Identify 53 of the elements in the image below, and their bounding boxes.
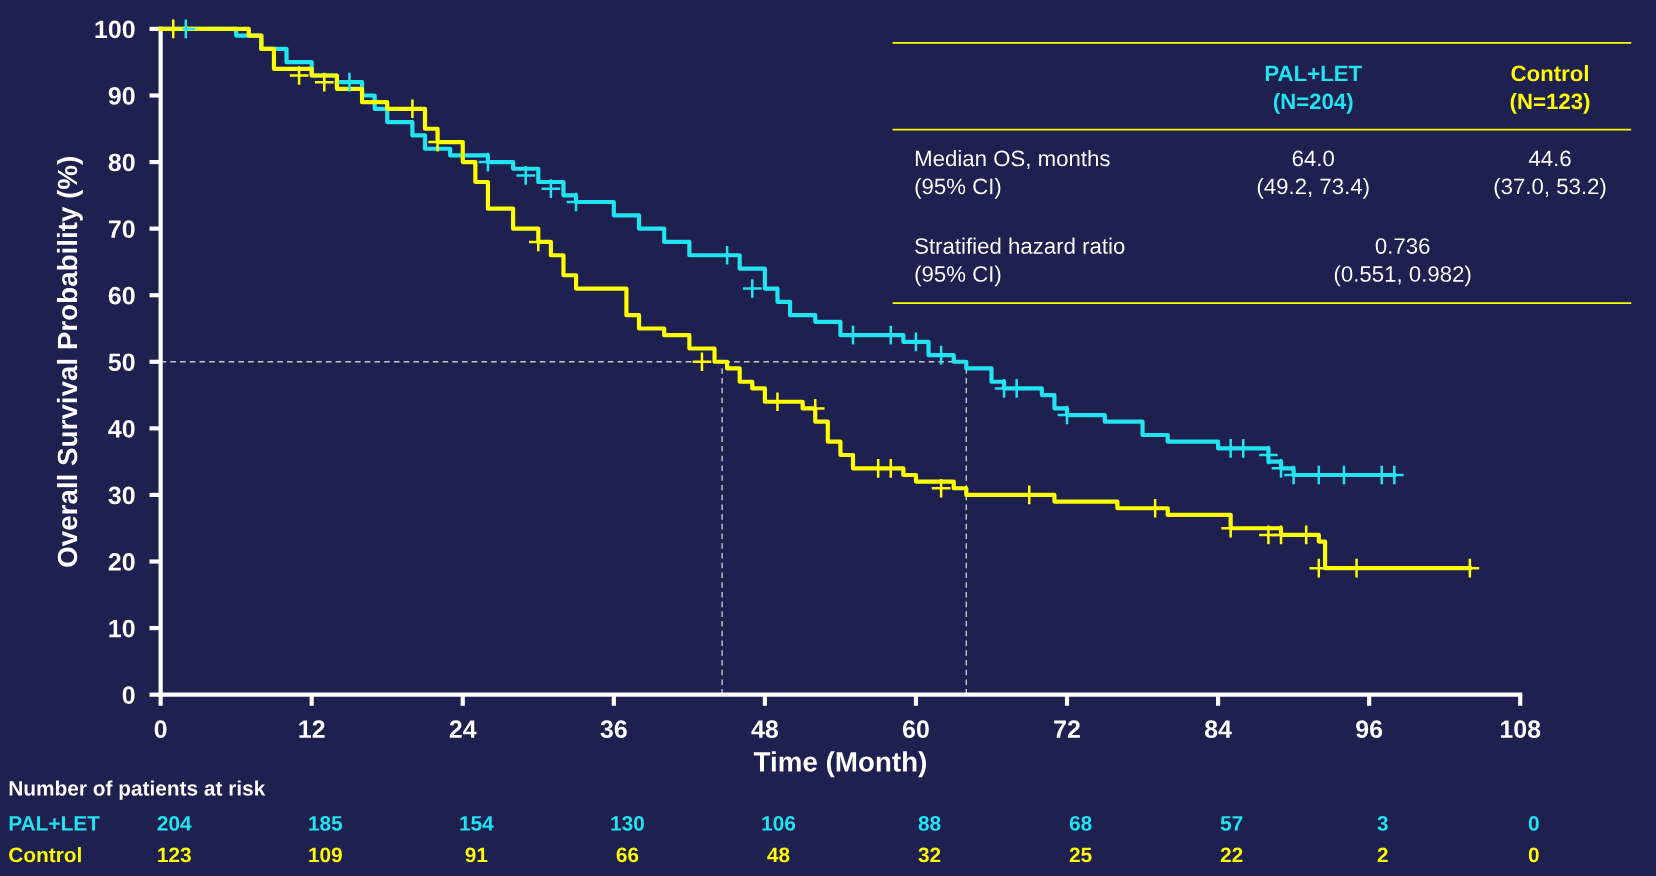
y-tick-label: 60: [108, 286, 135, 305]
text: 91: [465, 847, 488, 863]
text: 48: [767, 847, 790, 863]
text: Number of patients at risk: [9, 780, 266, 800]
text: 3: [1377, 816, 1388, 831]
text: 109: [309, 847, 342, 863]
x-tick-label: 84: [1204, 720, 1232, 739]
annotation: Median OS, months (95% CI): [915, 149, 1110, 199]
text: 0: [1528, 816, 1539, 831]
text: 204: [157, 816, 192, 831]
x-tick-label: 12: [299, 720, 325, 738]
x-tick-label: 60: [902, 720, 929, 739]
text: 2: [1377, 847, 1388, 863]
text: 0: [1528, 847, 1539, 863]
text: 32: [918, 847, 941, 863]
y-tick-label: 50: [108, 353, 135, 372]
y-tick-label: 70: [108, 220, 135, 238]
x-tick-label: 108: [1500, 720, 1541, 739]
annotation: Control (N=123): [1510, 65, 1590, 114]
y-tick-label: 20: [108, 553, 135, 571]
text: 66: [616, 847, 639, 863]
y-tick-label: 0: [122, 686, 135, 704]
text: 123: [158, 847, 191, 863]
text: 68: [1069, 816, 1092, 831]
text: 130: [611, 816, 644, 831]
x-axis-title: Time (Month): [753, 751, 926, 778]
y-tick-label: 10: [109, 619, 135, 638]
annotation: Stratified hazard ratio (95% CI): [915, 237, 1125, 287]
y-axis-title: Overall Survival Probability (%): [56, 157, 83, 567]
y-tick-label: 30: [108, 486, 135, 505]
annotation: 0.736 (0.551, 0.982): [1334, 238, 1471, 287]
text: Control: [9, 847, 81, 863]
text: 22: [1220, 847, 1243, 863]
annotation: 64.0 (49.2, 73.4): [1257, 150, 1369, 199]
text: 154: [460, 816, 494, 831]
y-tick-label: 40: [108, 419, 135, 438]
annotation: 44.6 (37.0, 53.2): [1494, 150, 1606, 199]
text: PAL+LET: [9, 816, 100, 831]
x-tick-label: 36: [600, 720, 627, 739]
x-tick-label: 0: [154, 720, 167, 739]
text: 25: [1069, 847, 1092, 863]
text: 106: [762, 816, 796, 831]
y-tick-label: 100: [95, 20, 135, 39]
x-tick-label: 24: [449, 720, 477, 738]
text: 88: [918, 816, 941, 831]
x-tick-label: 48: [751, 720, 779, 739]
x-tick-label: 72: [1054, 720, 1080, 738]
text: 185: [309, 816, 343, 831]
annotation: PAL+LET (N=204): [1265, 65, 1362, 114]
y-tick-label: 90: [108, 87, 135, 105]
x-tick-label: 96: [1356, 720, 1383, 739]
text: 57: [1220, 816, 1243, 831]
y-tick-label: 80: [108, 153, 135, 172]
